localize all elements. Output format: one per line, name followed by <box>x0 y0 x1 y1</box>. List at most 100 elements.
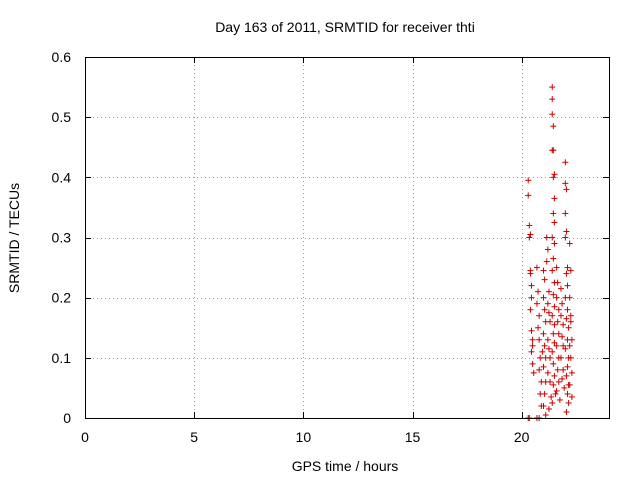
data-point <box>550 291 557 298</box>
data-point <box>551 219 558 226</box>
data-point <box>540 330 547 337</box>
data-point <box>550 381 557 388</box>
y-tick-label: 0.6 <box>52 49 72 65</box>
data-point <box>563 186 570 193</box>
data-point <box>542 411 549 418</box>
data-point <box>540 294 547 301</box>
data-point <box>560 321 567 328</box>
data-point <box>529 360 536 367</box>
data-point <box>562 159 569 166</box>
data-point <box>550 123 557 130</box>
data-point <box>553 264 560 271</box>
data-point <box>553 342 560 349</box>
y-axis-title: SRMTID / TECUs <box>6 183 22 293</box>
data-point <box>549 111 556 118</box>
y-tick-label: 0.2 <box>52 290 72 306</box>
data-point <box>527 231 534 238</box>
data-point <box>535 324 542 331</box>
data-point <box>567 267 574 274</box>
data-point <box>564 390 571 397</box>
data-point <box>527 306 534 313</box>
data-point <box>560 366 567 373</box>
data-point <box>526 222 533 229</box>
data-point <box>564 264 571 271</box>
data-point <box>551 171 558 178</box>
data-point <box>554 279 561 286</box>
data-point <box>545 309 552 316</box>
data-point <box>549 267 556 274</box>
data-point <box>564 363 571 370</box>
data-point <box>549 312 556 319</box>
data-point <box>543 258 550 265</box>
data-point <box>564 306 571 313</box>
data-point <box>566 240 573 247</box>
y-tick-label: 0.5 <box>52 109 72 125</box>
data-point <box>540 267 547 274</box>
data-point <box>564 282 571 289</box>
x-tick-label: 0 <box>81 429 89 445</box>
data-points <box>525 84 575 421</box>
data-point <box>530 369 537 376</box>
data-point <box>555 306 562 313</box>
data-point <box>533 300 540 307</box>
data-point <box>541 390 548 397</box>
data-point <box>559 300 566 307</box>
data-point <box>568 336 575 343</box>
data-point <box>528 327 535 334</box>
data-point <box>559 375 566 382</box>
data-point <box>526 234 533 241</box>
data-point <box>563 228 570 235</box>
data-point <box>525 192 532 199</box>
data-point <box>549 96 556 103</box>
data-point <box>567 318 574 325</box>
data-point <box>555 330 562 337</box>
data-point <box>545 345 552 352</box>
data-point <box>559 333 566 340</box>
data-point <box>533 264 540 271</box>
data-point <box>541 276 548 283</box>
axis-ticks <box>85 57 609 419</box>
data-point <box>556 396 563 403</box>
y-tick-labels: 0 0.1 0.2 0.3 0.4 0.5 0.6 <box>52 49 72 426</box>
data-point <box>551 240 558 247</box>
data-point <box>551 372 558 379</box>
data-point <box>550 210 557 217</box>
data-point <box>550 255 557 262</box>
data-point <box>547 318 554 325</box>
data-point <box>548 393 555 400</box>
data-point <box>568 393 575 400</box>
data-point <box>547 354 554 361</box>
data-point <box>545 405 552 412</box>
data-point <box>549 147 556 154</box>
data-point <box>555 378 562 385</box>
data-point <box>547 378 554 385</box>
data-point <box>566 381 573 388</box>
data-point <box>551 195 558 202</box>
x-tick-label: 20 <box>514 429 530 445</box>
x-tick-label: 5 <box>190 429 198 445</box>
data-point <box>562 234 569 241</box>
y-tick-label: 0 <box>63 410 71 426</box>
y-tick-label: 0.4 <box>52 169 72 185</box>
data-point <box>529 336 536 343</box>
data-point <box>528 294 535 301</box>
x-tick-label: 15 <box>405 429 421 445</box>
data-point <box>525 177 532 184</box>
y-tick-label: 0.3 <box>52 230 72 246</box>
data-point <box>557 312 564 319</box>
data-point <box>527 270 534 277</box>
x-tick-labels: 0 5 10 15 20 <box>81 429 530 445</box>
data-point <box>566 294 573 301</box>
data-point <box>563 372 570 379</box>
data-point <box>549 348 556 355</box>
data-point <box>553 387 560 394</box>
data-point <box>544 300 551 307</box>
data-point <box>563 408 570 415</box>
data-point <box>562 210 569 217</box>
data-point <box>557 354 564 361</box>
data-point <box>563 315 570 322</box>
data-point <box>554 366 561 373</box>
data-point <box>552 390 559 397</box>
data-point <box>551 339 558 346</box>
